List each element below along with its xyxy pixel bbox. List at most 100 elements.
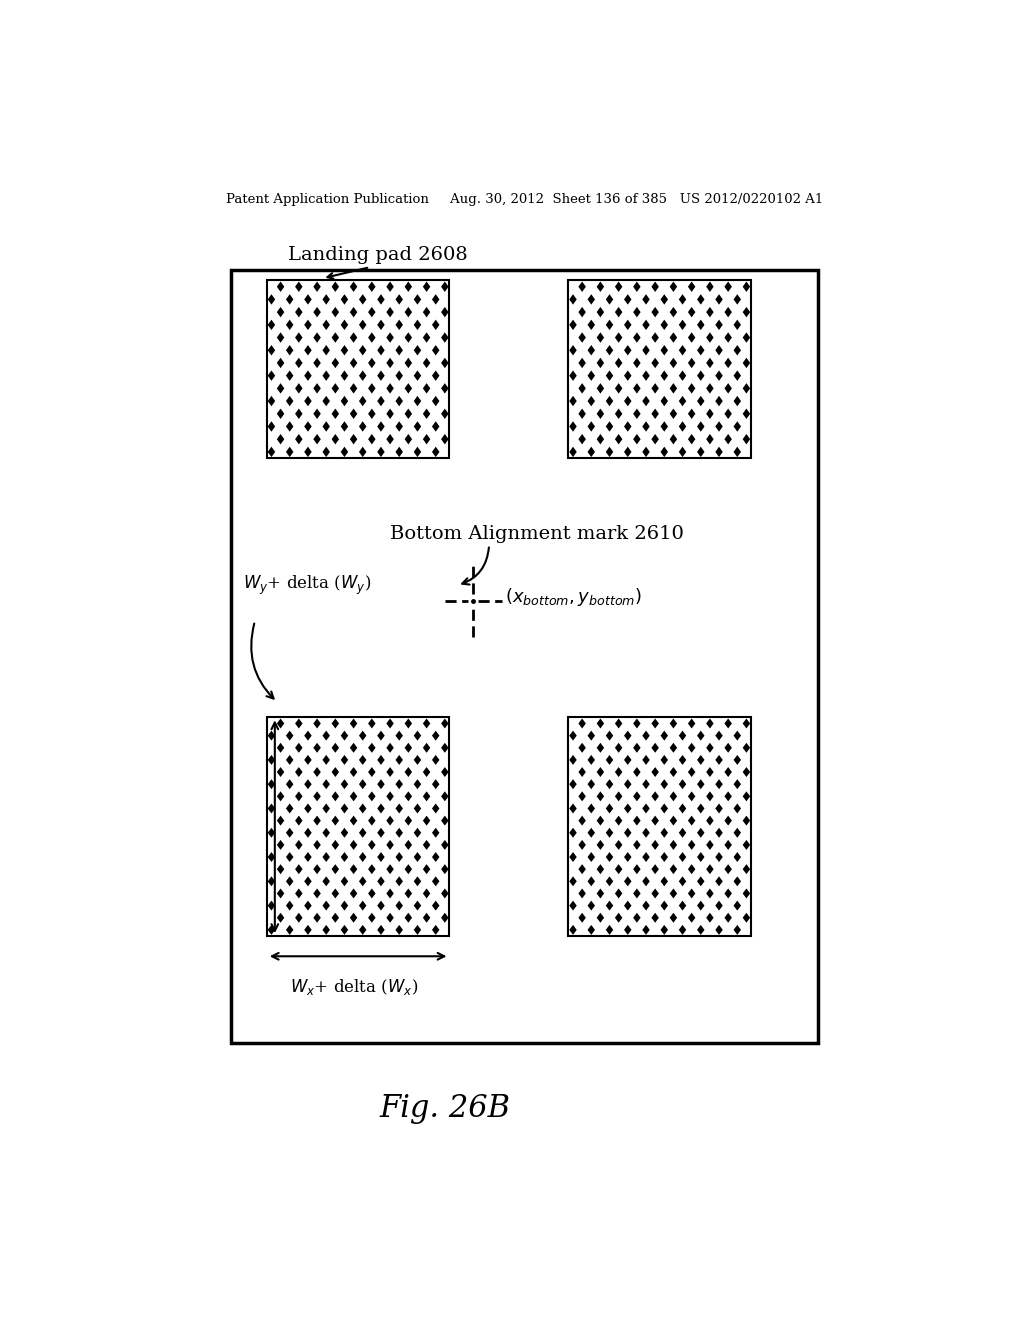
- Polygon shape: [679, 876, 686, 886]
- Polygon shape: [313, 865, 321, 874]
- Polygon shape: [323, 755, 330, 764]
- Polygon shape: [332, 767, 339, 777]
- Polygon shape: [441, 718, 449, 729]
- Polygon shape: [276, 409, 285, 418]
- Polygon shape: [323, 731, 330, 741]
- Polygon shape: [651, 912, 658, 923]
- Polygon shape: [642, 396, 650, 407]
- Polygon shape: [742, 888, 751, 899]
- Polygon shape: [651, 767, 658, 777]
- Polygon shape: [423, 281, 430, 292]
- Polygon shape: [441, 912, 449, 923]
- Polygon shape: [679, 828, 686, 838]
- Polygon shape: [423, 333, 430, 343]
- Polygon shape: [724, 743, 732, 752]
- Polygon shape: [642, 851, 650, 862]
- Polygon shape: [368, 743, 376, 752]
- Polygon shape: [267, 804, 275, 813]
- Polygon shape: [651, 358, 658, 368]
- Polygon shape: [313, 308, 321, 317]
- Polygon shape: [606, 779, 613, 789]
- Polygon shape: [697, 396, 705, 407]
- Polygon shape: [332, 840, 339, 850]
- Polygon shape: [341, 294, 348, 305]
- Polygon shape: [633, 888, 641, 899]
- Polygon shape: [614, 409, 623, 418]
- Polygon shape: [368, 888, 376, 899]
- Polygon shape: [359, 396, 367, 407]
- Polygon shape: [304, 446, 311, 457]
- Polygon shape: [276, 434, 285, 445]
- Polygon shape: [423, 718, 430, 729]
- Polygon shape: [313, 912, 321, 923]
- Polygon shape: [606, 828, 613, 838]
- Polygon shape: [688, 767, 695, 777]
- Polygon shape: [386, 816, 394, 825]
- Polygon shape: [660, 925, 668, 935]
- Polygon shape: [716, 779, 723, 789]
- Polygon shape: [323, 446, 330, 457]
- Polygon shape: [267, 900, 275, 911]
- Polygon shape: [276, 333, 285, 343]
- Polygon shape: [441, 434, 449, 445]
- Polygon shape: [707, 888, 714, 899]
- Polygon shape: [614, 865, 623, 874]
- Polygon shape: [588, 294, 595, 305]
- Polygon shape: [642, 421, 650, 432]
- Polygon shape: [614, 358, 623, 368]
- Polygon shape: [432, 804, 439, 813]
- Polygon shape: [606, 345, 613, 355]
- Polygon shape: [404, 912, 412, 923]
- Polygon shape: [332, 816, 339, 825]
- Polygon shape: [276, 743, 285, 752]
- Polygon shape: [350, 888, 357, 899]
- Polygon shape: [679, 779, 686, 789]
- Polygon shape: [295, 333, 302, 343]
- Polygon shape: [276, 816, 285, 825]
- Polygon shape: [633, 767, 641, 777]
- Polygon shape: [295, 865, 302, 874]
- Polygon shape: [295, 308, 302, 317]
- Polygon shape: [441, 816, 449, 825]
- Polygon shape: [323, 294, 330, 305]
- Polygon shape: [341, 319, 348, 330]
- Polygon shape: [679, 851, 686, 862]
- Polygon shape: [670, 792, 677, 801]
- Polygon shape: [742, 333, 751, 343]
- Polygon shape: [395, 421, 403, 432]
- Polygon shape: [323, 925, 330, 935]
- Polygon shape: [642, 319, 650, 330]
- Polygon shape: [716, 396, 723, 407]
- Polygon shape: [304, 755, 311, 764]
- Polygon shape: [286, 779, 294, 789]
- Polygon shape: [350, 333, 357, 343]
- Polygon shape: [395, 446, 403, 457]
- Polygon shape: [742, 840, 751, 850]
- Polygon shape: [423, 308, 430, 317]
- Polygon shape: [341, 804, 348, 813]
- Polygon shape: [341, 421, 348, 432]
- Polygon shape: [323, 319, 330, 330]
- Polygon shape: [441, 743, 449, 752]
- Polygon shape: [404, 333, 412, 343]
- Polygon shape: [386, 840, 394, 850]
- Polygon shape: [597, 840, 604, 850]
- Polygon shape: [733, 876, 741, 886]
- Polygon shape: [624, 900, 632, 911]
- Polygon shape: [679, 319, 686, 330]
- Polygon shape: [633, 743, 641, 752]
- Polygon shape: [688, 383, 695, 393]
- Polygon shape: [588, 345, 595, 355]
- Polygon shape: [368, 792, 376, 801]
- Polygon shape: [359, 294, 367, 305]
- Polygon shape: [323, 851, 330, 862]
- Polygon shape: [679, 900, 686, 911]
- Polygon shape: [579, 840, 586, 850]
- Polygon shape: [276, 308, 285, 317]
- Polygon shape: [633, 816, 641, 825]
- Polygon shape: [597, 792, 604, 801]
- Polygon shape: [707, 865, 714, 874]
- Polygon shape: [386, 358, 394, 368]
- Polygon shape: [432, 925, 439, 935]
- Polygon shape: [286, 396, 294, 407]
